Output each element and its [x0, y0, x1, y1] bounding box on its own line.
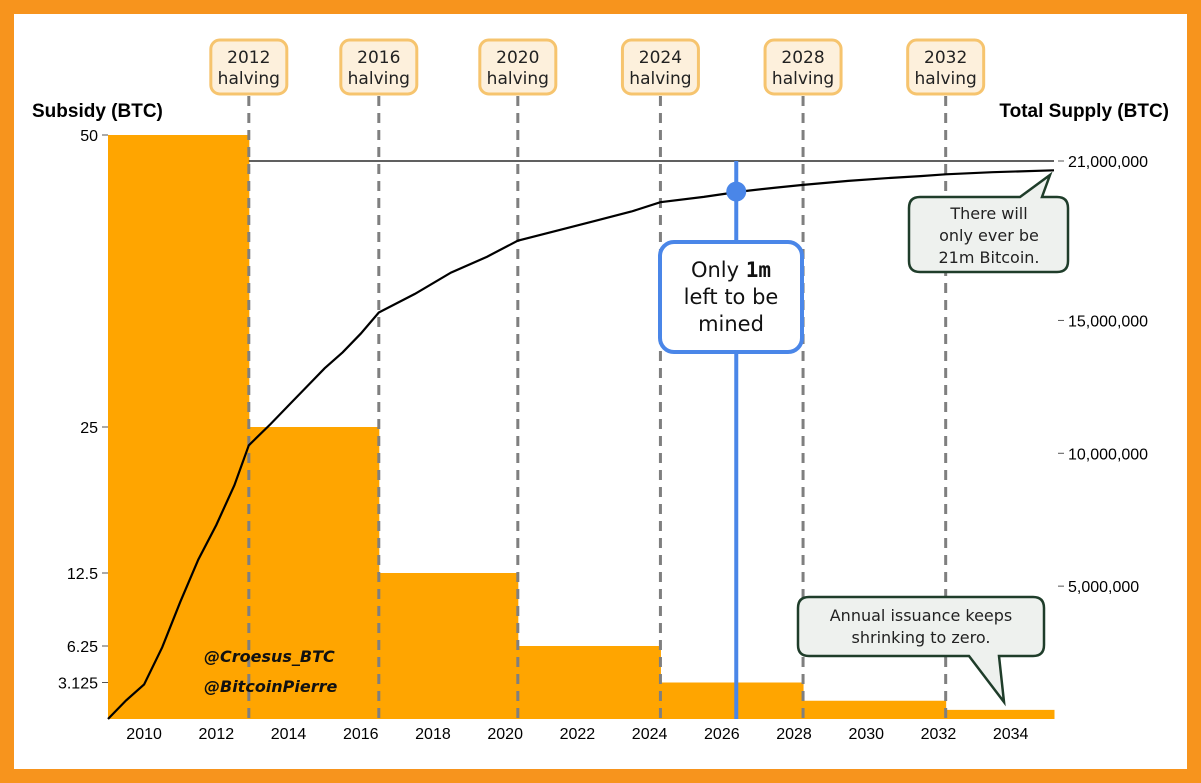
x-tick-label: 2012 — [199, 726, 235, 743]
left-tick-label: 3.125 — [58, 676, 98, 693]
x-tick-label: 2018 — [415, 726, 451, 743]
remaining-text-b: 1m — [746, 258, 771, 282]
total-supply-line — [107, 169, 1055, 720]
x-tick-label: 2014 — [271, 726, 307, 743]
right-axis-title: Total Supply (BTC) — [999, 101, 1169, 122]
halving-badge-box — [209, 38, 289, 96]
cap-text-line1: There will — [949, 204, 1027, 223]
halving-badge-label: halving — [487, 69, 549, 89]
subsidy-bar-3 — [517, 646, 661, 719]
subsidy-bars — [108, 135, 1055, 719]
right-tick-label: 21,000,000 — [1068, 154, 1148, 171]
x-tick-label: 2020 — [487, 726, 523, 743]
halving-badge-box — [478, 38, 558, 96]
x-tick-label: 2028 — [776, 726, 812, 743]
issuance-text-line1: Annual issuance keeps — [830, 606, 1013, 625]
left-tick-label: 25 — [80, 420, 98, 437]
left-axis-title: Subsidy (BTC) — [32, 101, 163, 122]
halving-badge-year: 2024 — [639, 48, 682, 68]
halving-badge-year: 2028 — [781, 48, 824, 68]
bitcoin-supply-chart: 2012halving2016halving2020halving2024hal… — [32, 38, 1169, 743]
halving-badges: 2012halving2016halving2020halving2024hal… — [209, 38, 986, 96]
x-axis-ticks: 2010 2012 2014 2016 2018 2020 2022 2024 2026 2028… — [126, 726, 1028, 743]
x-tick-label: 2010 — [126, 726, 162, 743]
left-tick-label: 6.25 — [67, 639, 98, 656]
subsidy-bar-2 — [378, 573, 519, 719]
x-tick-label: 2034 — [993, 726, 1029, 743]
halving-badge-label: halving — [629, 69, 691, 89]
right-axis-ticks: 21,000,000 15,000,000 10,000,000 5,000,000 — [1058, 154, 1148, 596]
left-tick-label: 12.5 — [67, 566, 98, 583]
halving-badge-box — [763, 38, 843, 96]
right-tick-label: 5,000,000 — [1068, 579, 1139, 596]
subsidy-bar-5 — [803, 700, 947, 719]
issuance-callout: Annual issuance keeps shrinking to zero. — [796, 595, 1046, 707]
issuance-text-line2: shrinking to zero. — [852, 628, 991, 647]
x-tick-label: 2026 — [704, 726, 740, 743]
remaining-text-line2: left to be — [684, 285, 779, 309]
cap-text-line2: only ever be — [939, 226, 1039, 245]
x-tick-label: 2024 — [632, 726, 668, 743]
halving-badge-year: 2020 — [496, 48, 539, 68]
credit-handle-1: @Croesus_BTC — [204, 647, 335, 666]
right-tick-label: 10,000,000 — [1068, 446, 1148, 463]
x-tick-label: 2016 — [343, 726, 379, 743]
remaining-text-line3: mined — [698, 312, 764, 336]
subsidy-bar-1 — [248, 427, 380, 719]
halving-badge-label: halving — [915, 69, 977, 89]
left-tick-label: 50 — [80, 128, 98, 145]
credit-handle-2: @BitcoinPierre — [204, 677, 338, 696]
halving-badge-box — [339, 38, 419, 96]
halving-badge-box — [620, 38, 700, 96]
remaining-text-a: Only — [691, 258, 746, 282]
x-tick-label: 2022 — [560, 726, 596, 743]
subsidy-bar-6 — [945, 709, 1055, 719]
halving-badge-box — [906, 38, 986, 96]
x-tick-label: 2032 — [921, 726, 957, 743]
halving-badge-label: halving — [218, 69, 280, 89]
remaining-supply-callout: Only 1m left to be mined — [658, 240, 804, 354]
svg-text:Only 1m: Only 1m — [691, 258, 771, 282]
halving-badge-label: halving — [772, 69, 834, 89]
chart-frame: 2012 halving 2016 halving 2020 halving 2024 hal… — [14, 14, 1187, 769]
cap-text-line3: 21m Bitcoin. — [939, 248, 1040, 267]
halving-badge-year: 2016 — [357, 48, 400, 68]
subsidy-bar-0 — [108, 135, 250, 719]
subsidy-bar-4 — [660, 682, 804, 719]
right-tick-label: 15,000,000 — [1068, 313, 1148, 330]
halving-badge-label: halving — [348, 69, 410, 89]
current-supply-point — [726, 181, 747, 202]
halving-badge-year: 2012 — [227, 48, 270, 68]
halving-badge-year: 2032 — [924, 48, 967, 68]
left-axis-ticks: 50 25 12.5 6.25 3.125 — [58, 128, 108, 693]
supply-cap-callout: There will only ever be 21m Bitcoin. — [907, 171, 1070, 274]
x-tick-label: 2030 — [848, 726, 884, 743]
